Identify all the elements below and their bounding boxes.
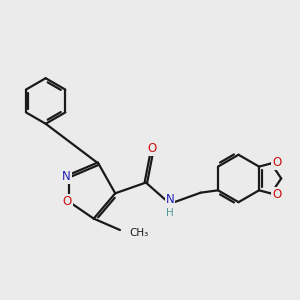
Text: O: O: [272, 156, 281, 169]
Text: N: N: [62, 170, 70, 183]
Text: O: O: [148, 142, 157, 155]
Text: O: O: [62, 195, 72, 208]
Text: N: N: [166, 193, 174, 206]
Text: CH₃: CH₃: [129, 228, 149, 238]
Text: H: H: [166, 208, 174, 218]
Text: O: O: [272, 188, 281, 201]
